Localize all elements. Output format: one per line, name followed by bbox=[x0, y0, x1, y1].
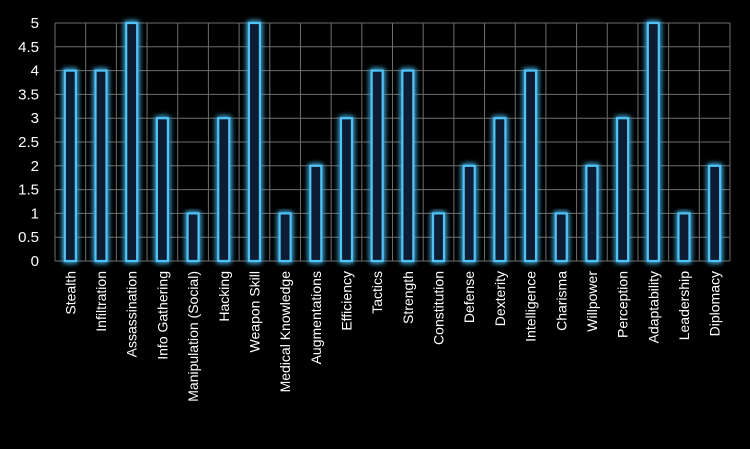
x-tick-label: Infiltration bbox=[93, 271, 109, 332]
y-axis-ticks: 0 0.5 1 1.5 2 2.5 3 3.5 4 4.5 5 bbox=[18, 15, 39, 270]
y-tick-label: 4.5 bbox=[18, 39, 39, 56]
bar bbox=[125, 21, 139, 263]
bar bbox=[63, 69, 77, 263]
y-tick-label: 1.5 bbox=[18, 182, 39, 199]
x-tick-label: Adaptability bbox=[645, 271, 661, 343]
y-tick-label: 1 bbox=[31, 205, 39, 222]
x-tick-label: Hacking bbox=[216, 271, 232, 322]
bar bbox=[155, 117, 169, 263]
x-tick-label: Perception bbox=[615, 271, 631, 338]
bar bbox=[309, 164, 323, 263]
x-tick-label: Willpower bbox=[584, 271, 600, 332]
bar bbox=[401, 69, 415, 263]
y-tick-label: 0.5 bbox=[18, 229, 39, 246]
x-tick-label: Info Gathering bbox=[154, 271, 170, 360]
x-tick-label: Tactics bbox=[369, 271, 385, 314]
bar bbox=[431, 212, 446, 263]
bar bbox=[677, 212, 691, 263]
bar bbox=[217, 117, 231, 263]
bar bbox=[646, 21, 660, 263]
x-tick-label: Efficiency bbox=[338, 271, 354, 331]
x-tick-label: Constitution bbox=[431, 271, 447, 345]
bar bbox=[186, 212, 200, 263]
bar bbox=[493, 117, 507, 263]
x-tick-label: Stealth bbox=[62, 271, 78, 315]
x-tick-label: Augmentations bbox=[308, 271, 324, 364]
y-tick-label: 3.5 bbox=[18, 86, 39, 103]
x-tick-label: Strength bbox=[400, 271, 416, 324]
bar bbox=[278, 212, 292, 263]
bar bbox=[616, 117, 630, 263]
x-axis-labels: Stealth Infiltration Assassination Info Gat… bbox=[62, 271, 722, 402]
y-tick-label: 2.5 bbox=[18, 134, 39, 151]
bar bbox=[554, 212, 568, 263]
x-tick-label: Assassination bbox=[124, 271, 140, 357]
bar bbox=[708, 164, 722, 263]
x-tick-label: Diplomacy bbox=[707, 271, 723, 336]
bar bbox=[370, 69, 384, 263]
x-tick-label: Defense bbox=[461, 271, 477, 323]
x-tick-label: Weapon Skill bbox=[246, 271, 262, 352]
x-tick-label: Charisma bbox=[553, 271, 569, 331]
x-tick-label: Dexterity bbox=[492, 271, 508, 326]
bar bbox=[585, 164, 599, 263]
bar bbox=[523, 69, 538, 263]
y-tick-label: 5 bbox=[31, 15, 39, 32]
x-tick-label: Leadership bbox=[676, 271, 692, 340]
bar bbox=[247, 21, 262, 263]
y-tick-label: 0 bbox=[31, 253, 39, 270]
bar bbox=[462, 164, 476, 263]
bars bbox=[63, 21, 722, 263]
bar bbox=[94, 69, 108, 263]
x-tick-label: Manipulation (Social) bbox=[185, 271, 201, 402]
x-tick-label: Intelligence bbox=[523, 271, 539, 342]
y-tick-label: 4 bbox=[31, 63, 39, 80]
x-tick-label: Medical Knowledge bbox=[277, 271, 293, 393]
bar bbox=[339, 117, 354, 263]
y-tick-label: 3 bbox=[31, 110, 39, 127]
y-tick-label: 2 bbox=[31, 158, 39, 175]
